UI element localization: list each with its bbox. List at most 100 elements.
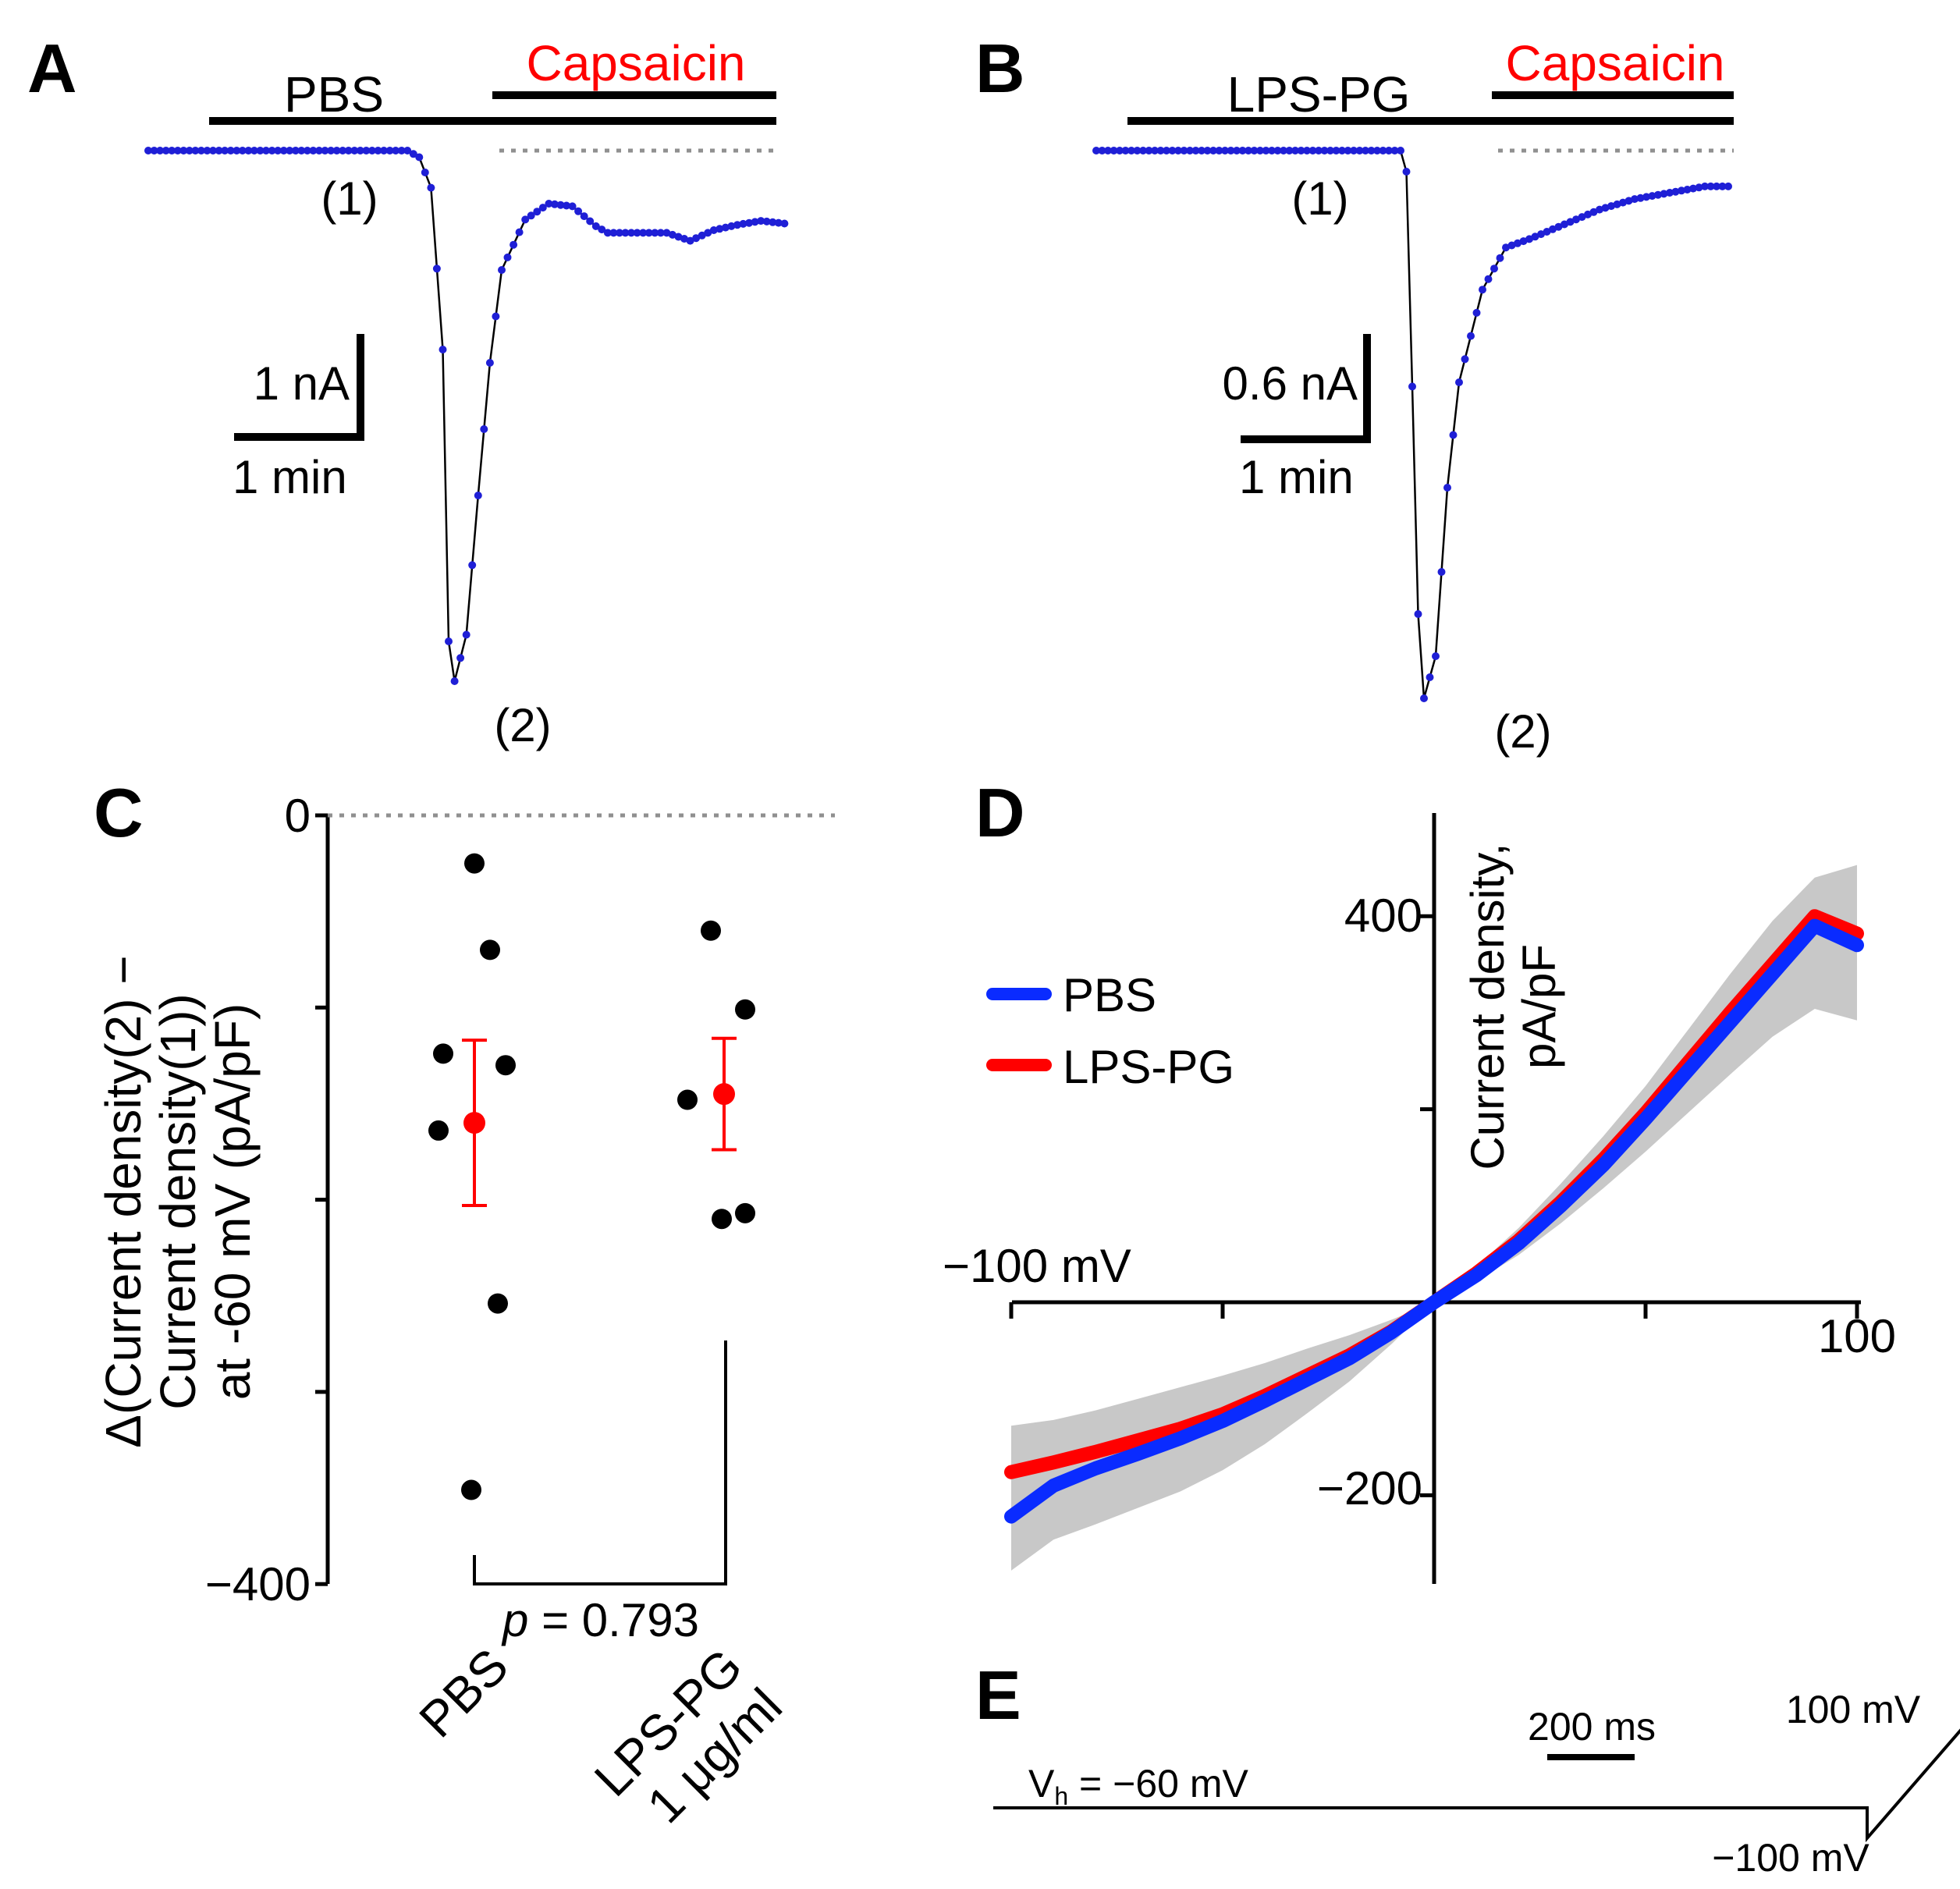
- y-label-line-3: at -60 mV (pA/pF): [204, 1003, 261, 1401]
- trace-a-sample-73: [574, 207, 583, 215]
- voltage-protocol: [993, 1728, 1960, 1843]
- trace-b-sample-106: [1713, 182, 1720, 190]
- trace-b-sample-65: [1472, 308, 1481, 317]
- trace-a-sample-17: [244, 147, 253, 154]
- trace-b-sample-42: [1338, 147, 1346, 154]
- trace-b-sample-104: [1701, 182, 1709, 190]
- trace-a-sample-87: [656, 229, 665, 237]
- trace-a-sample-78: [603, 229, 612, 237]
- trace-a-sample-69: [550, 200, 559, 208]
- trace-a-sample-81: [621, 229, 630, 237]
- point-pbs-1: [480, 939, 500, 960]
- pbs-label: PBS: [284, 66, 384, 123]
- trace-b-sample-26: [1245, 147, 1252, 154]
- trace-a-sample-44: [403, 147, 412, 154]
- trace-a-sample-70: [556, 201, 565, 209]
- trace-b-sample-55: [1414, 610, 1422, 618]
- trace-b-sample-48: [1373, 147, 1381, 154]
- trace-b-sample-81: [1566, 218, 1575, 226]
- scale-time-b: 1 min: [1239, 451, 1354, 503]
- trace-a-sample-52: [450, 677, 459, 685]
- scale-label-e: 200 ms: [1528, 1705, 1656, 1749]
- trace-a-sample-82: [627, 229, 636, 237]
- point-pbs-3: [495, 1055, 516, 1076]
- trace-a-sample-53: [456, 654, 465, 662]
- y-ticks-c: −400 0: [205, 790, 328, 1610]
- y-tick-label-neg400: −400: [205, 1558, 311, 1610]
- y-axis-label-d: Current density, pA/pF: [1461, 843, 1565, 1170]
- trace-b-sample-84: [1584, 210, 1592, 218]
- trace-a-sample-65: [527, 211, 535, 220]
- trace-a-sample-48: [427, 183, 435, 192]
- trace-b-sample-89: [1613, 200, 1621, 208]
- point-pbs-4: [428, 1120, 449, 1141]
- trace-b-sample-58: [1432, 652, 1440, 660]
- trace-a-sample-74: [580, 212, 588, 221]
- trace-a-sample-14: [226, 147, 235, 154]
- scale-current-a: 1 nA: [254, 357, 350, 410]
- legend-lps-label: LPS-PG: [1063, 1041, 1234, 1093]
- trace-a-sample-99: [727, 222, 736, 230]
- trace-b-sample-57: [1426, 673, 1434, 681]
- trace-a-sample-18: [250, 147, 258, 154]
- trace-a-sample-95: [704, 229, 712, 237]
- scale-time-a: 1 min: [233, 451, 347, 503]
- trace-b-sample-44: [1350, 147, 1358, 154]
- y-label-d-line-1: Current density,: [1461, 843, 1514, 1170]
- y-label-line-1: Δ(Current density(2) −: [95, 955, 151, 1447]
- trace-b-sample-70: [1502, 243, 1510, 252]
- trace-b-sample-102: [1689, 184, 1697, 193]
- current-trace-a: [148, 149, 785, 682]
- trace-a-sample-72: [568, 202, 577, 211]
- trace-b-sample-23: [1227, 147, 1235, 154]
- trace-b-sample-41: [1332, 147, 1340, 154]
- trace-b-sample-76: [1537, 230, 1545, 239]
- trace-b-sample-93: [1636, 194, 1645, 202]
- trace-a-sample-8: [191, 147, 200, 154]
- p-italic: p: [501, 1594, 528, 1646]
- trace-a-sample-13: [221, 147, 229, 154]
- trace-b-sample-4: [1116, 147, 1124, 154]
- trace-a-sample-9: [197, 147, 205, 154]
- trace-a-sample-25: [291, 147, 300, 154]
- trace-b-sample-62: [1455, 378, 1463, 386]
- trace-b-sample-39: [1320, 147, 1329, 154]
- trace-a-sample-51: [445, 637, 453, 645]
- panel-d-label: D: [975, 774, 1025, 851]
- trace-b-sample-14: [1174, 147, 1182, 154]
- trace-b-sample-33: [1285, 147, 1294, 154]
- trace-b-sample-103: [1695, 183, 1703, 192]
- trace-a-sample-59: [492, 312, 500, 321]
- trace-a-sample-55: [468, 561, 477, 570]
- vh-rest: = −60 mV: [1068, 1762, 1248, 1806]
- trace-a-sample-39: [374, 147, 382, 154]
- trace-a-sample-23: [279, 147, 288, 154]
- trace-b-sample-82: [1572, 215, 1580, 224]
- trace-a-sample-37: [362, 147, 371, 154]
- trace-a-sample-64: [521, 215, 530, 224]
- trace-b-sample-98: [1666, 189, 1674, 197]
- trace-b-sample-63: [1461, 355, 1469, 364]
- trace-a-sample-47: [421, 169, 429, 176]
- trace-b-sample-47: [1367, 147, 1376, 154]
- mean-point-pbs: [463, 1112, 485, 1134]
- trace-a-sample-57: [480, 425, 488, 433]
- trace-b-sample-85: [1589, 208, 1598, 216]
- trace-b-sample-97: [1660, 190, 1668, 198]
- trace-a-sample-26: [297, 147, 306, 154]
- y-label-minus-200: −200: [1317, 1462, 1422, 1514]
- trace-b-sample-59: [1437, 568, 1446, 576]
- trace-a-sample-6: [179, 147, 188, 154]
- trace-b-sample-108: [1724, 182, 1732, 190]
- trace-b-sample-78: [1549, 225, 1557, 233]
- y-tick-label-0: 0: [285, 790, 311, 842]
- category-label-lps: LPS-PG 1 μg/ml: [584, 1638, 793, 1834]
- p-value-label: p = 0.793: [501, 1594, 699, 1646]
- vh-subscript: h: [1054, 1782, 1068, 1810]
- trace-a-sample-67: [538, 204, 547, 212]
- panel-c-label: C: [94, 774, 144, 851]
- trace-a-sample-105: [762, 217, 771, 225]
- trace-b-sample-94: [1642, 193, 1650, 201]
- trace-b-sample-16: [1186, 147, 1194, 154]
